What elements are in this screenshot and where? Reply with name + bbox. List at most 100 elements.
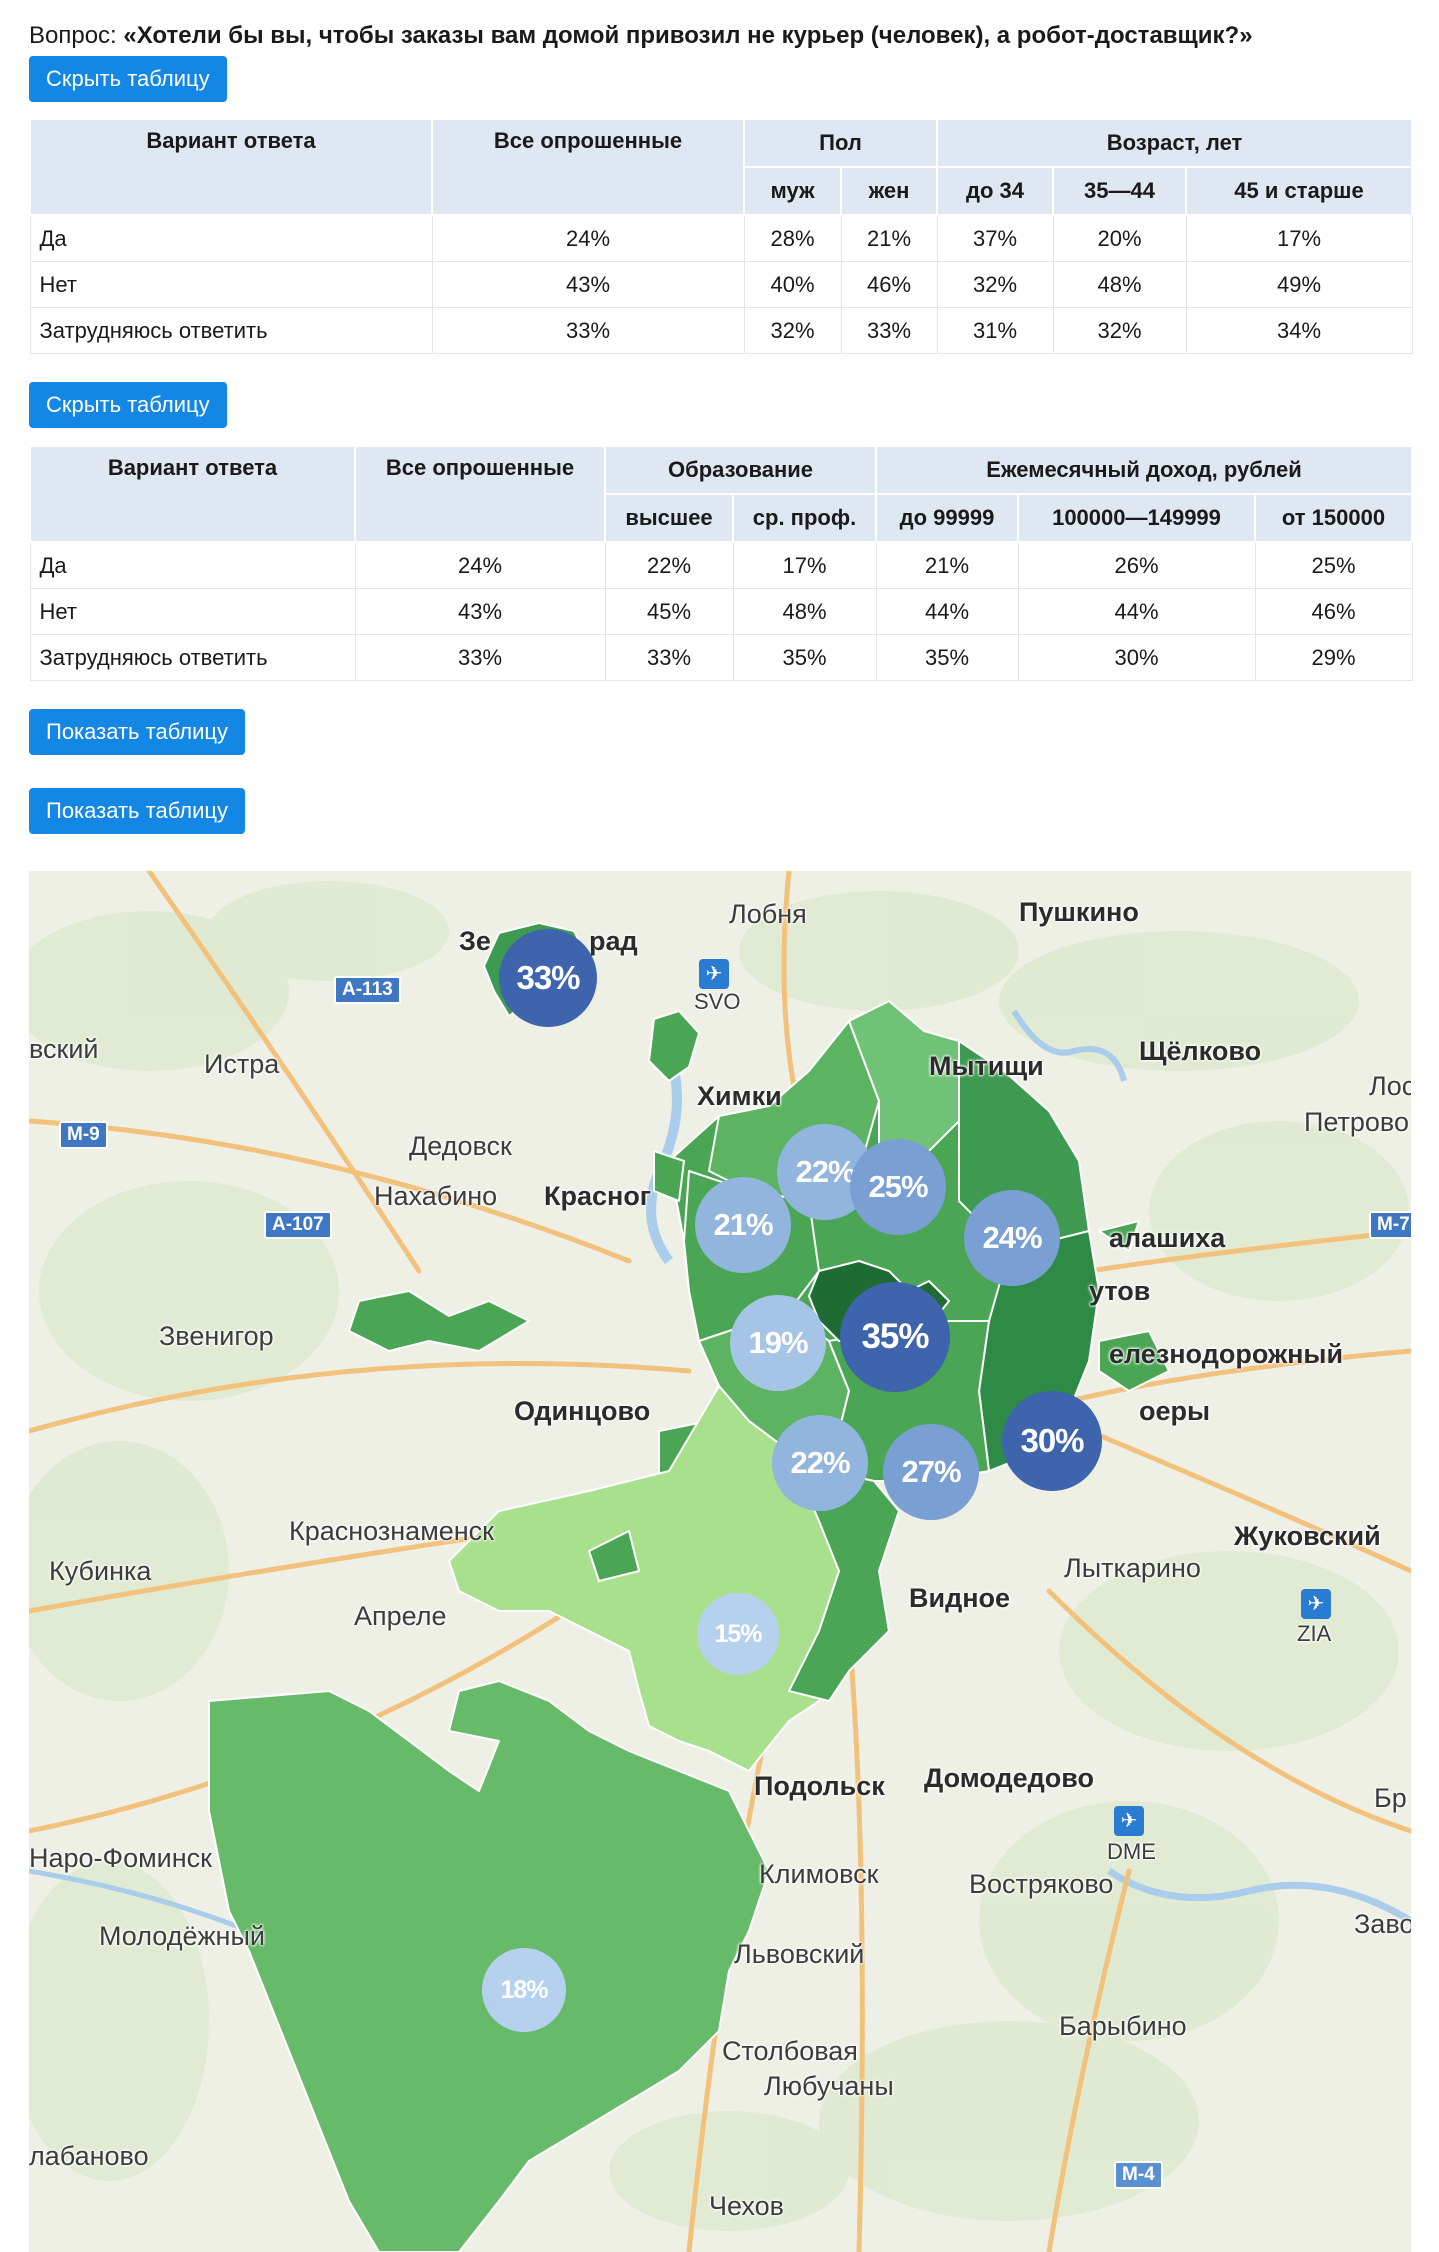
- map-label-lobnya: Лобня: [729, 899, 807, 929]
- header-all: Все опрошенные: [354, 445, 606, 543]
- map-label-naro-fominsk: Наро-Фоминск: [29, 1843, 212, 1873]
- map-bubble-south[interactable]: 27%: [883, 1424, 979, 1520]
- road-badge-a107: А-107: [264, 1211, 332, 1239]
- map-label-krasnoznamensk: Краснознаменск: [289, 1516, 494, 1546]
- map-bubble-novomoskovsky[interactable]: 15%: [697, 1593, 779, 1675]
- map-label-podolsk: Подольск: [754, 1771, 885, 1801]
- cell-edu-1: 33%: [604, 634, 734, 681]
- map-label-zavo: Заво: [1354, 1909, 1411, 1939]
- table-education-income: Вариант ответа Все опрошенные Образовани…: [29, 445, 1414, 681]
- road-badge-a113: А-113: [334, 976, 401, 1004]
- map-label-shchelkovo: Щёлково: [1139, 1036, 1262, 1066]
- map-label-vidnoe: Видное: [909, 1583, 1011, 1613]
- cell-age-3: 49%: [1185, 261, 1413, 308]
- header-age-2: 35—44: [1052, 166, 1187, 216]
- show-table-button-3[interactable]: Показать таблицу: [29, 709, 246, 755]
- cell-inc-1: 35%: [875, 634, 1019, 681]
- cell-inc-1: 21%: [875, 541, 1019, 589]
- map-bubble-center[interactable]: 35%: [840, 1282, 950, 1392]
- row-label: Затрудняюсь ответить: [29, 634, 356, 681]
- map-label-losino: Лосин: [1369, 1071, 1411, 1101]
- map-label-dedovsk: Дедовск: [409, 1131, 512, 1161]
- cell-edu-1: 22%: [604, 541, 734, 589]
- map-label-balashikha: алашиха: [1109, 1223, 1226, 1253]
- map-bubble-north-east[interactable]: 24%: [964, 1190, 1060, 1286]
- map-bubble-north-east-center[interactable]: 25%: [850, 1139, 946, 1235]
- header-income: Ежемесячный доход, рублей: [874, 445, 1414, 495]
- map-bubble-north-west[interactable]: 21%: [695, 1177, 791, 1273]
- map-label-zhukovsky: Жуковский: [1234, 1521, 1381, 1551]
- map-label-zvenigorod: Звенигор: [159, 1321, 274, 1351]
- hide-table-button-2[interactable]: Скрыть таблицу: [29, 382, 227, 428]
- map-bubble-south-west[interactable]: 22%: [772, 1415, 868, 1511]
- cell-edu-2: 35%: [732, 634, 877, 681]
- map-label-petrovo: Петрово: [1304, 1107, 1409, 1137]
- map-label-zelenograd-b: рад: [589, 926, 638, 956]
- header-answer: Вариант ответа: [29, 118, 433, 216]
- row-label: Да: [29, 214, 433, 262]
- map-label-zheleznodorozhny: елезнодорожный: [1109, 1339, 1344, 1369]
- airport-icon-zia: ✈: [1301, 1589, 1331, 1619]
- map-label-nakhabino: Нахабино: [374, 1181, 498, 1211]
- map-label-pushkino: Пушкино: [1019, 897, 1139, 927]
- cell-female: 46%: [840, 261, 938, 308]
- question-prefix: Вопрос:: [29, 22, 124, 49]
- map-label-svo: SVO: [694, 989, 741, 1014]
- map-label-khimki: Химки: [697, 1081, 782, 1111]
- cell-male: 28%: [743, 214, 842, 262]
- header-answer: Вариант ответа: [29, 445, 356, 543]
- header-age-1: до 34: [936, 166, 1054, 216]
- header-inc-1: до 99999: [875, 493, 1019, 543]
- header-all: Все опрошенные: [431, 118, 745, 216]
- map-label-klimovsk: Климовск: [759, 1859, 879, 1889]
- cell-age-3: 17%: [1185, 214, 1413, 262]
- map-label-odintsovo: Одинцово: [514, 1396, 651, 1426]
- map-label-br: Бр: [1374, 1783, 1407, 1813]
- map-bubble-troitsky[interactable]: 18%: [482, 1948, 566, 2032]
- map-label-stolbovaya: Столбовая: [722, 2036, 858, 2066]
- map-label-dme: DME: [1107, 1839, 1156, 1864]
- header-education: Образование: [604, 445, 877, 495]
- row-label: Нет: [29, 588, 356, 635]
- map-label-reutov: утов: [1089, 1276, 1151, 1306]
- road-badge-m9: М-9: [59, 1121, 108, 1149]
- header-inc-3: от 150000: [1253, 493, 1414, 543]
- cell-age-1: 31%: [936, 307, 1054, 354]
- map-label-zia: ZIA: [1297, 1621, 1332, 1646]
- header-age-3: 45 и старше: [1184, 166, 1414, 216]
- cell-inc-3: 29%: [1254, 634, 1413, 681]
- table-age-gender: Вариант ответа Все опрошенные Пол Возрас…: [29, 118, 1414, 354]
- cell-all: 33%: [431, 307, 745, 354]
- map-bubble-south-east[interactable]: 30%: [1002, 1391, 1102, 1491]
- road-badge-m4: М-4: [1114, 2161, 1163, 2189]
- map-label-aprelevka: Апреле: [354, 1601, 447, 1631]
- map-bubble-west[interactable]: 19%: [730, 1295, 826, 1391]
- cell-all: 24%: [354, 541, 606, 589]
- cell-age-2: 20%: [1052, 214, 1187, 262]
- cell-age-1: 37%: [936, 214, 1054, 262]
- map-label-lvovsky: Львовский: [734, 1939, 865, 1969]
- cell-inc-2: 44%: [1017, 588, 1256, 635]
- map-label-balabanovo: лабаново: [29, 2141, 149, 2171]
- map-label-molodezhny: Молодёжный: [99, 1921, 265, 1951]
- map-label-mytishchi: Мытищи: [929, 1051, 1044, 1081]
- table-row: Да 24% 28% 21% 37% 20% 17%: [29, 214, 1413, 262]
- cell-age-2: 48%: [1052, 261, 1187, 308]
- cell-all: 33%: [354, 634, 606, 681]
- moscow-region-map[interactable]: Лобня Пушкино Зе рад ✈ SVO А-113 вский И…: [29, 871, 1411, 2252]
- map-bubble-zelenograd[interactable]: 33%: [499, 929, 597, 1027]
- show-table-button-4[interactable]: Показать таблицу: [29, 788, 246, 834]
- row-label: Затрудняюсь ответить: [29, 307, 433, 354]
- cell-inc-3: 25%: [1254, 541, 1413, 589]
- hide-table-button-1[interactable]: Скрыть таблицу: [29, 56, 227, 102]
- header-gender: Пол: [743, 118, 938, 168]
- header-age: Возраст, лет: [935, 118, 1414, 168]
- cell-inc-1: 44%: [875, 588, 1019, 635]
- question-text: «Хотели бы вы, чтобы заказы вам домой пр…: [123, 22, 1253, 49]
- cell-age-2: 32%: [1052, 307, 1187, 354]
- row-label: Да: [29, 541, 356, 589]
- cell-edu-2: 17%: [732, 541, 877, 589]
- map-label-barybino: Барыбино: [1059, 2011, 1187, 2041]
- map-label-domodedovo: Домодедово: [924, 1763, 1094, 1793]
- header-male: муж: [743, 166, 842, 216]
